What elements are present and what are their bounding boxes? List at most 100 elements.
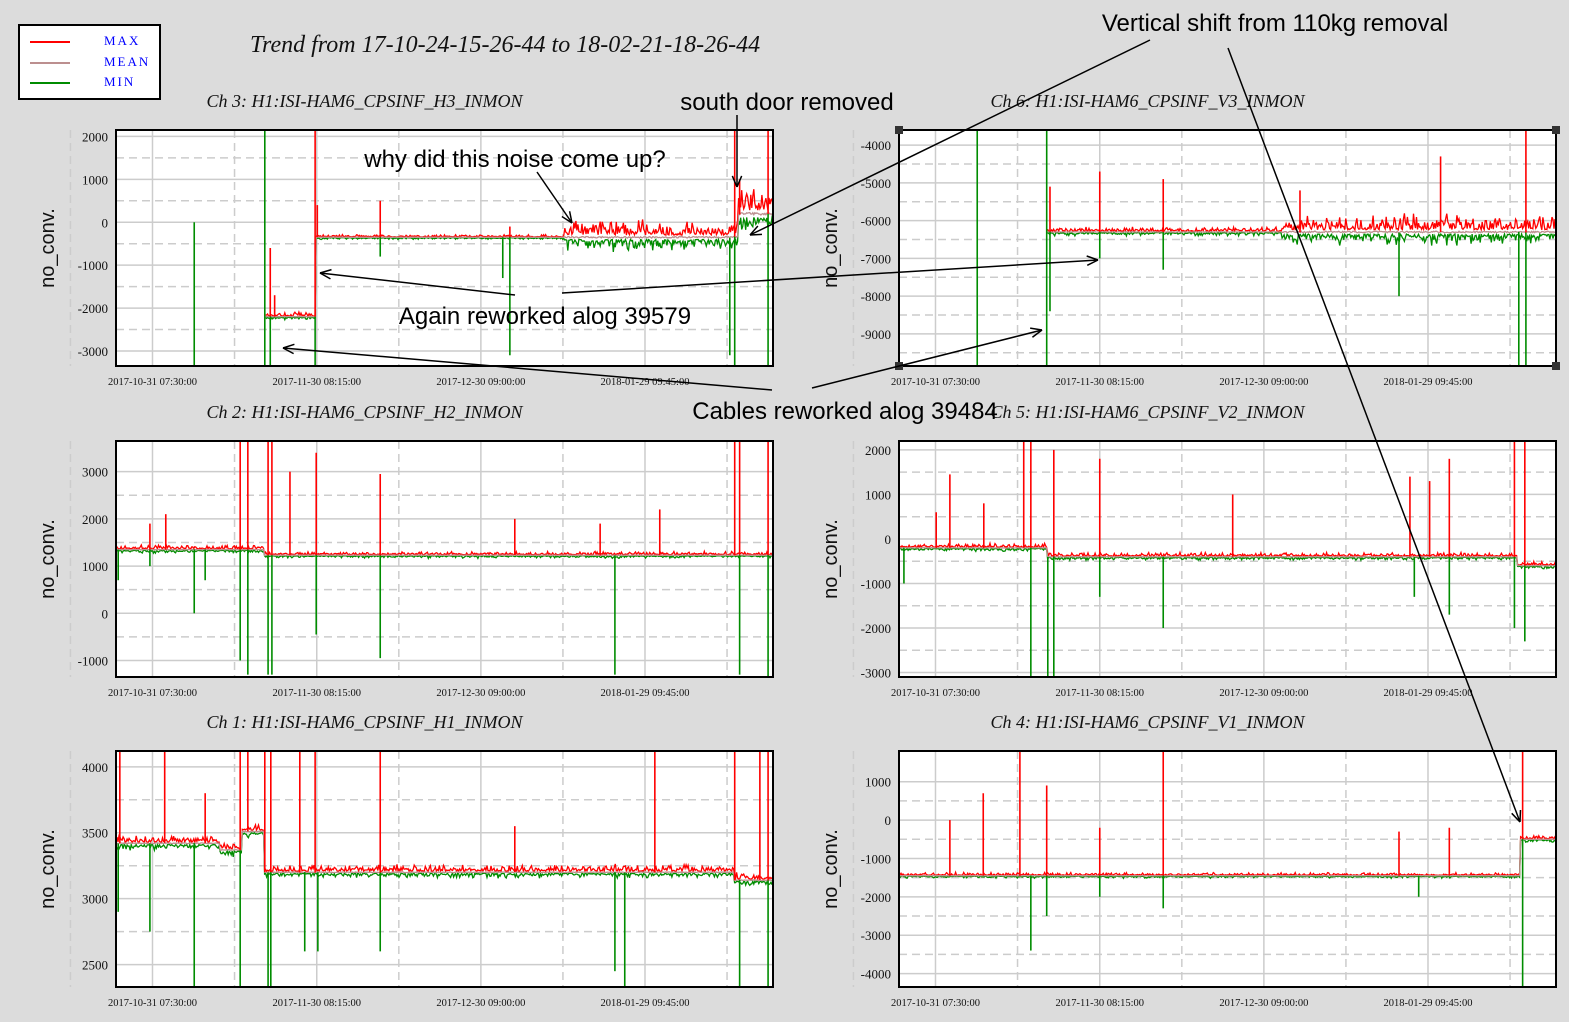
series-max-line bbox=[898, 833, 1557, 877]
panel-6: Ch 4: H1:ISI-HAM6_CPSINF_V1_INMON 2017-10… bbox=[820, 712, 1557, 1009]
y-tick-label: 1000 bbox=[865, 487, 891, 502]
y-tick-label: 0 bbox=[885, 813, 892, 828]
series-mean-line bbox=[115, 830, 773, 882]
selection-handle[interactable] bbox=[1552, 126, 1560, 134]
legend: MAX MEAN MIN bbox=[18, 24, 161, 100]
x-tick-label: 2017-11-30 08:15:00 bbox=[272, 688, 361, 699]
annotation-cables-reworked: Cables reworked alog 39484 bbox=[692, 398, 998, 425]
x-tick-label: 2017-12-30 09:00:00 bbox=[436, 688, 525, 699]
y-tick-label: -2000 bbox=[861, 621, 891, 636]
legend-item-min: MIN bbox=[30, 73, 155, 93]
panel-1: Ch 3: H1:ISI-HAM6_CPSINF_H3_INMON 2017-10… bbox=[37, 91, 774, 388]
legend-label-mean: MEAN bbox=[104, 54, 151, 69]
y-tick-label: -3000 bbox=[861, 666, 891, 681]
panel-3: Ch 2: H1:ISI-HAM6_CPSINF_H2_INMON 2017-10… bbox=[37, 402, 774, 699]
y-tick-label: 4000 bbox=[82, 760, 108, 775]
annotation-arrow-line bbox=[319, 272, 516, 296]
series-min-line bbox=[1047, 231, 1557, 246]
x-tick-label: 2017-10-31 07:30:00 bbox=[891, 377, 980, 388]
y-tick-label: 2000 bbox=[865, 443, 891, 458]
y-tick-label: 2500 bbox=[82, 958, 108, 973]
x-tick-label: 2017-10-31 07:30:00 bbox=[891, 688, 980, 699]
series-mean-line bbox=[115, 548, 774, 557]
y-axis-label: no_conv. bbox=[37, 829, 59, 909]
arrowhead-icon bbox=[561, 215, 573, 224]
y-tick-label: -1000 bbox=[861, 576, 891, 591]
arrowhead-icon bbox=[749, 233, 763, 236]
plot-background bbox=[116, 130, 773, 366]
plot-background bbox=[116, 441, 773, 677]
legend-label-max: MAX bbox=[104, 33, 141, 48]
plot-frame bbox=[115, 750, 774, 988]
arrowhead-icon bbox=[749, 225, 759, 236]
y-tick-label: 0 bbox=[102, 606, 109, 621]
plot-frame bbox=[898, 129, 1557, 367]
plot-background bbox=[899, 130, 1556, 366]
arrowhead-icon bbox=[736, 175, 743, 188]
arrowhead-icon bbox=[282, 347, 294, 355]
arrowhead-icon bbox=[568, 211, 573, 224]
arrowhead-icon bbox=[282, 343, 295, 349]
y-tick-label: 3000 bbox=[82, 892, 108, 907]
legend-item-mean: MEAN bbox=[30, 53, 155, 73]
annotation-south-door: south door removed bbox=[680, 89, 893, 116]
x-tick-label: 2018-01-29 09:45:00 bbox=[1384, 998, 1473, 1009]
y-tick-label: -6000 bbox=[861, 214, 891, 229]
x-tick-label: 2017-12-30 09:00:00 bbox=[1219, 998, 1308, 1009]
x-tick-label: 2018-01-29 09:45:00 bbox=[601, 377, 690, 388]
y-tick-label: -2000 bbox=[78, 301, 108, 316]
chart-title: Trend from 17-10-24-15-26-44 to 18-02-21… bbox=[250, 32, 761, 58]
series-max-line bbox=[115, 822, 774, 882]
y-axis-label: no_conv. bbox=[820, 208, 842, 288]
x-tick-label: 2017-11-30 08:15:00 bbox=[1055, 377, 1144, 388]
x-tick-label: 2018-01-29 09:45:00 bbox=[1384, 377, 1473, 388]
y-tick-label: 2000 bbox=[82, 129, 108, 144]
panel-title: Ch 3: H1:ISI-HAM6_CPSINF_H3_INMON bbox=[207, 91, 524, 111]
annotation-arrow-line bbox=[536, 171, 573, 224]
x-tick-label: 2017-12-30 09:00:00 bbox=[436, 377, 525, 388]
plot-frame bbox=[115, 129, 774, 367]
y-tick-label: -3000 bbox=[78, 344, 108, 359]
series-max-line bbox=[898, 540, 1557, 567]
y-tick-label: -1000 bbox=[861, 851, 891, 866]
annotation-arrow-line bbox=[561, 259, 1099, 294]
series-mean-line bbox=[899, 838, 1556, 877]
arrowhead-icon bbox=[1086, 255, 1099, 261]
annotation-again-reworked: Again reworked alog 39579 bbox=[399, 303, 691, 330]
x-tick-label: 2018-01-29 09:45:00 bbox=[601, 998, 690, 1009]
annotation-vertical-shift: Vertical shift from 110kg removal bbox=[1102, 10, 1448, 37]
panel-title: Ch 2: H1:ISI-HAM6_CPSINF_H2_INMON bbox=[207, 402, 524, 422]
plot-frame bbox=[898, 440, 1557, 678]
y-tick-label: -8000 bbox=[861, 289, 891, 304]
panel-title: Ch 4: H1:ISI-HAM6_CPSINF_V1_INMON bbox=[991, 712, 1306, 732]
series-mean-line bbox=[265, 211, 774, 318]
x-tick-label: 2017-10-31 07:30:00 bbox=[108, 377, 197, 388]
x-tick-label: 2017-11-30 08:15:00 bbox=[272, 377, 361, 388]
y-tick-label: 0 bbox=[885, 532, 892, 547]
arrowhead-icon bbox=[319, 268, 332, 274]
selection-handle[interactable] bbox=[895, 126, 903, 134]
legend-label-min: MIN bbox=[104, 74, 136, 89]
x-tick-label: 2018-01-29 09:45:00 bbox=[1384, 688, 1473, 699]
x-tick-label: 2017-12-30 09:00:00 bbox=[1219, 688, 1308, 699]
x-tick-label: 2017-12-30 09:00:00 bbox=[1219, 377, 1308, 388]
annotation-arrow-line bbox=[749, 39, 1151, 236]
y-tick-label: 1000 bbox=[82, 559, 108, 574]
selection-handle[interactable] bbox=[1552, 362, 1560, 370]
y-tick-label: 1000 bbox=[865, 775, 891, 790]
y-axis-label: no_conv. bbox=[820, 829, 842, 909]
y-tick-label: -7000 bbox=[861, 251, 891, 266]
x-tick-label: 2017-12-30 09:00:00 bbox=[436, 998, 525, 1009]
x-tick-label: 2017-10-31 07:30:00 bbox=[108, 998, 197, 1009]
y-tick-label: 2000 bbox=[82, 512, 108, 527]
panel-title: Ch 5: H1:ISI-HAM6_CPSINF_V2_INMON bbox=[991, 402, 1306, 422]
arrowhead-icon bbox=[731, 175, 738, 188]
panel-5: Ch 1: H1:ISI-HAM6_CPSINF_H1_INMON 2017-10… bbox=[37, 712, 774, 1009]
legend-swatch-max bbox=[30, 41, 70, 43]
y-axis-label: no_conv. bbox=[37, 208, 59, 288]
plot-background bbox=[899, 751, 1556, 987]
x-tick-label: 2017-10-31 07:30:00 bbox=[108, 688, 197, 699]
y-tick-label: -1000 bbox=[78, 653, 108, 668]
x-tick-label: 2017-11-30 08:15:00 bbox=[1055, 998, 1144, 1009]
